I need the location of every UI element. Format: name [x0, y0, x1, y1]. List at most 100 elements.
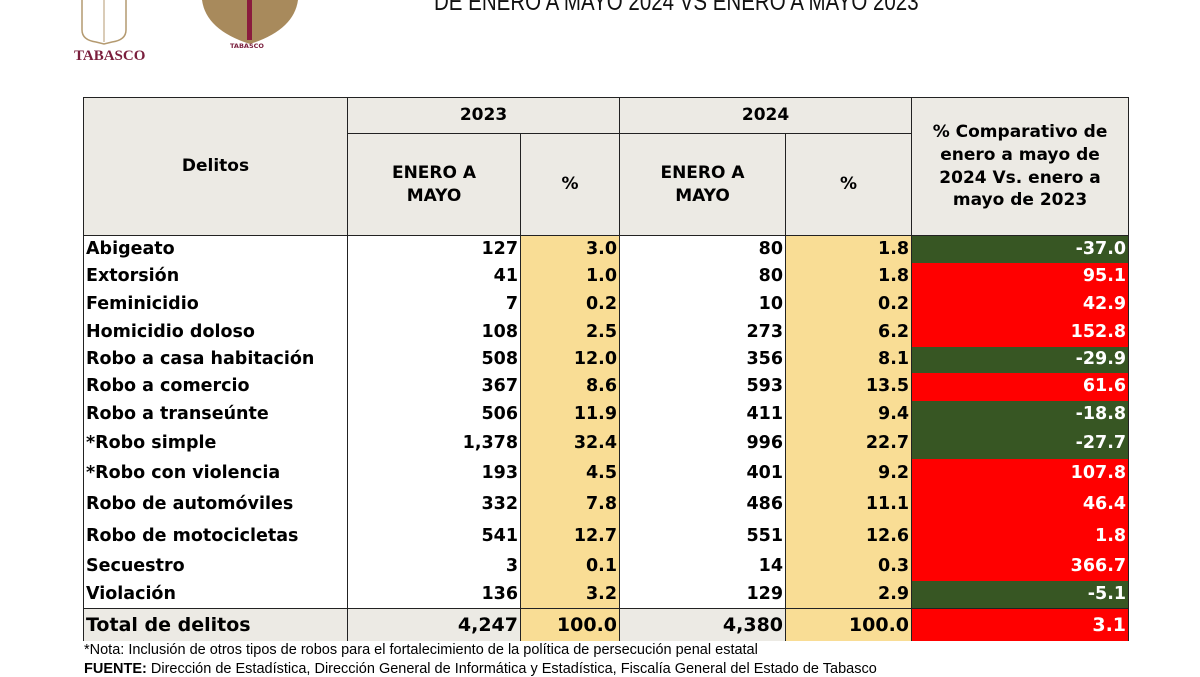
value-2023: 332	[347, 488, 521, 521]
source: FUENTE: Dirección de Estadística, Direcc…	[84, 661, 877, 677]
header-2024-period: ENERO A MAYO	[619, 133, 787, 236]
source-label: FUENTE:	[84, 661, 147, 677]
table-row: Robo a transeúnte 506 11.9 411 9.4 -18.8	[83, 400, 1130, 429]
value-2024: 551	[619, 520, 787, 553]
delito-name: Robo de motocicletas	[83, 520, 348, 553]
value-2023: 136	[347, 580, 521, 609]
pct-2023: 0.1	[519, 552, 621, 581]
comparativo: 61.6	[911, 372, 1130, 401]
delito-name: Violación	[83, 580, 348, 609]
pct-2023: 8.6	[519, 372, 621, 401]
table-row: Extorsión 41 1.0 80 1.8 95.1	[83, 262, 1130, 291]
header-2023: 2023	[346, 97, 621, 134]
page-title: DE ENERO A MAYO 2024 VS ENERO A MAYO 202…	[434, 0, 919, 16]
pct-2024: 12.6	[785, 520, 913, 553]
comparativo: 366.7	[911, 552, 1130, 581]
total-2024-pct: 100.0	[785, 608, 913, 641]
table-row: Violación 136 3.2 129 2.9 -5.1	[83, 580, 1130, 609]
total-2023: 4,247	[347, 608, 521, 641]
comparativo: 152.8	[911, 318, 1130, 347]
pct-2024: 0.2	[785, 290, 913, 319]
table-row: Secuestro 3 0.1 14 0.3 366.7	[83, 552, 1130, 581]
pct-2024: 9.4	[785, 400, 913, 429]
pct-2023: 3.2	[519, 580, 621, 609]
pct-2023: 4.5	[519, 458, 621, 489]
total-2024: 4,380	[619, 608, 787, 641]
value-2023: 3	[347, 552, 521, 581]
delito-name: Secuestro	[83, 552, 348, 581]
table-row: Abigeato 127 3.0 80 1.8 -37.0	[83, 235, 1130, 263]
pct-2024: 1.8	[785, 262, 913, 291]
comparativo: 95.1	[911, 262, 1130, 291]
total-label: Total de delitos	[83, 608, 348, 641]
total-2023-pct: 100.0	[519, 608, 621, 641]
table-row: *Robo simple 1,378 32.4 996 22.7 -27.7	[83, 428, 1130, 459]
pct-2023: 32.4	[519, 428, 621, 459]
total-comparativo: 3.1	[911, 608, 1130, 641]
value-2023: 127	[347, 235, 521, 263]
pct-2024: 13.5	[785, 372, 913, 401]
pct-2024: 0.3	[785, 552, 913, 581]
crime-comparison-table: Delitos 2023 2024 % Comparativo de enero…	[83, 97, 1130, 641]
value-2024: 10	[619, 290, 787, 319]
value-2024: 129	[619, 580, 787, 609]
pct-2024: 1.8	[785, 235, 913, 263]
value-2024: 356	[619, 346, 787, 373]
svg-text:TABASCO: TABASCO	[230, 42, 264, 50]
pct-2023: 7.8	[519, 488, 621, 521]
header-delitos: Delitos	[83, 97, 348, 236]
pct-2023: 12.0	[519, 346, 621, 373]
value-2023: 193	[347, 458, 521, 489]
value-2024: 14	[619, 552, 787, 581]
value-2024: 486	[619, 488, 787, 521]
header-2023-period: ENERO A MAYO	[347, 133, 521, 236]
value-2023: 7	[347, 290, 521, 319]
table-row: Robo a casa habitación 508 12.0 356 8.1 -29.9	[83, 346, 1130, 373]
comparativo: 107.8	[911, 458, 1130, 489]
value-2023: 508	[347, 346, 521, 373]
delito-name: Abigeato	[83, 235, 348, 263]
tabasco-logo: TABASCO	[74, 0, 145, 64]
comparativo: -29.9	[911, 346, 1130, 373]
value-2023: 506	[347, 400, 521, 429]
source-text: Dirección de Estadística, Dirección Gene…	[150, 661, 877, 677]
delito-name: *Robo con violencia	[83, 458, 348, 489]
value-2024: 411	[619, 400, 787, 429]
header-2024: 2024	[619, 97, 913, 134]
total-row: Total de delitos 4,247 100.0 4,380 100.0…	[83, 608, 1130, 641]
delito-name: Robo a casa habitación	[83, 346, 348, 373]
pct-2023: 0.2	[519, 290, 621, 319]
table-row: Robo a comercio 367 8.6 593 13.5 61.6	[83, 372, 1130, 401]
value-2023: 108	[347, 318, 521, 347]
table-row: Homicidio doloso 108 2.5 273 6.2 152.8	[83, 318, 1130, 347]
value-2024: 593	[619, 372, 787, 401]
delito-name: Feminicidio	[83, 290, 348, 319]
delito-name: Robo a transeúnte	[83, 400, 348, 429]
value-2024: 80	[619, 235, 787, 263]
pct-2024: 22.7	[785, 428, 913, 459]
delito-name: Robo a comercio	[83, 372, 348, 401]
pct-2024: 9.2	[785, 458, 913, 489]
value-2024: 401	[619, 458, 787, 489]
comparativo: -18.8	[911, 400, 1130, 429]
comparativo: 1.8	[911, 520, 1130, 553]
pct-2023: 3.0	[519, 235, 621, 263]
value-2023: 367	[347, 372, 521, 401]
comparativo: -5.1	[911, 580, 1130, 609]
pct-2024: 2.9	[785, 580, 913, 609]
value-2024: 273	[619, 318, 787, 347]
delito-name: Extorsión	[83, 262, 348, 291]
header-2023-pct: %	[519, 133, 621, 236]
comparativo: -37.0	[911, 235, 1130, 263]
table-row: Feminicidio 7 0.2 10 0.2 42.9	[83, 290, 1130, 319]
pct-2023: 11.9	[519, 400, 621, 429]
table-row: Robo de automóviles 332 7.8 486 11.1 46.4	[83, 488, 1130, 521]
pct-2024: 6.2	[785, 318, 913, 347]
table-row: Robo de motocicletas 541 12.7 551 12.6 1.8	[83, 520, 1130, 553]
comparativo: -27.7	[911, 428, 1130, 459]
value-2024: 996	[619, 428, 787, 459]
value-2023: 541	[347, 520, 521, 553]
delito-name: *Robo simple	[83, 428, 348, 459]
header-comparativo: % Comparativo de enero a mayo de 2024 Vs…	[911, 97, 1130, 236]
pct-2023: 12.7	[519, 520, 621, 553]
